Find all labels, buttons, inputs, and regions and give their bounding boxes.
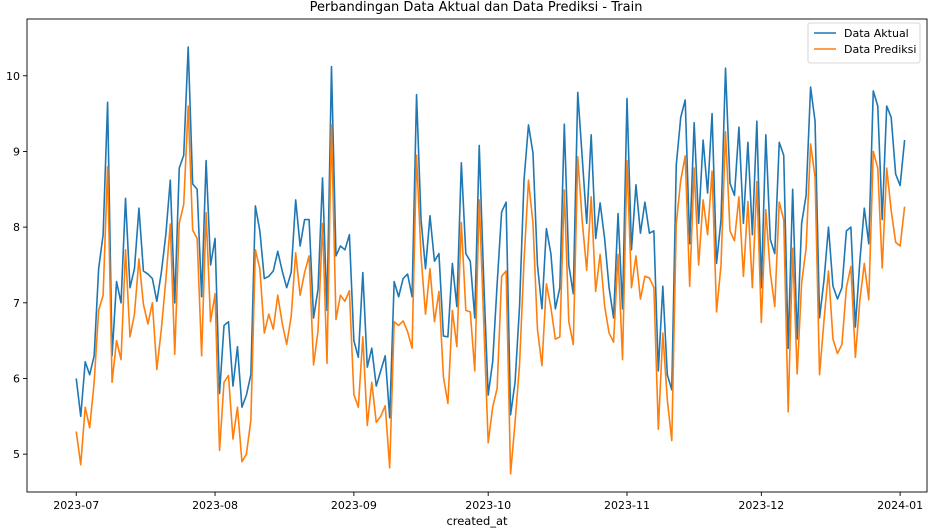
y-tick-label: 9 xyxy=(13,145,20,158)
y-axis: 5 6 7 8 9 10 xyxy=(6,70,27,461)
x-tick-label: 2024-01 xyxy=(877,499,923,512)
chart-title: Perbandingan Data Aktual dan Data Predik… xyxy=(310,0,643,15)
x-tick-label: 2023-12 xyxy=(738,499,784,512)
y-tick-label: 8 xyxy=(13,221,20,234)
y-tick-label: 6 xyxy=(13,372,20,385)
legend-label-data-prediksi: Data Prediksi xyxy=(844,43,916,56)
series-line-data-prediksi xyxy=(75,105,906,475)
legend-label-data-aktual: Data Aktual xyxy=(844,27,909,40)
x-tick-label: 2023-10 xyxy=(465,499,511,512)
plot-area xyxy=(26,18,928,493)
x-tick-label: 2023-11 xyxy=(604,499,650,512)
x-tick-label: 2023-08 xyxy=(192,499,238,512)
series-layer xyxy=(75,46,906,475)
legend: Data Aktual Data Prediksi xyxy=(807,22,921,64)
y-tick-label: 5 xyxy=(13,448,20,461)
x-axis: 2023-07 2023-08 2023-09 2023-10 2023-11 2023-… xyxy=(53,492,923,512)
x-tick-label: 2023-09 xyxy=(331,499,377,512)
x-tick-label: 2023-07 xyxy=(53,499,99,512)
x-axis-label: created_at xyxy=(446,514,508,528)
y-tick-label: 10 xyxy=(6,70,20,83)
y-tick-label: 7 xyxy=(13,297,20,310)
series-line-data-aktual xyxy=(75,46,906,419)
